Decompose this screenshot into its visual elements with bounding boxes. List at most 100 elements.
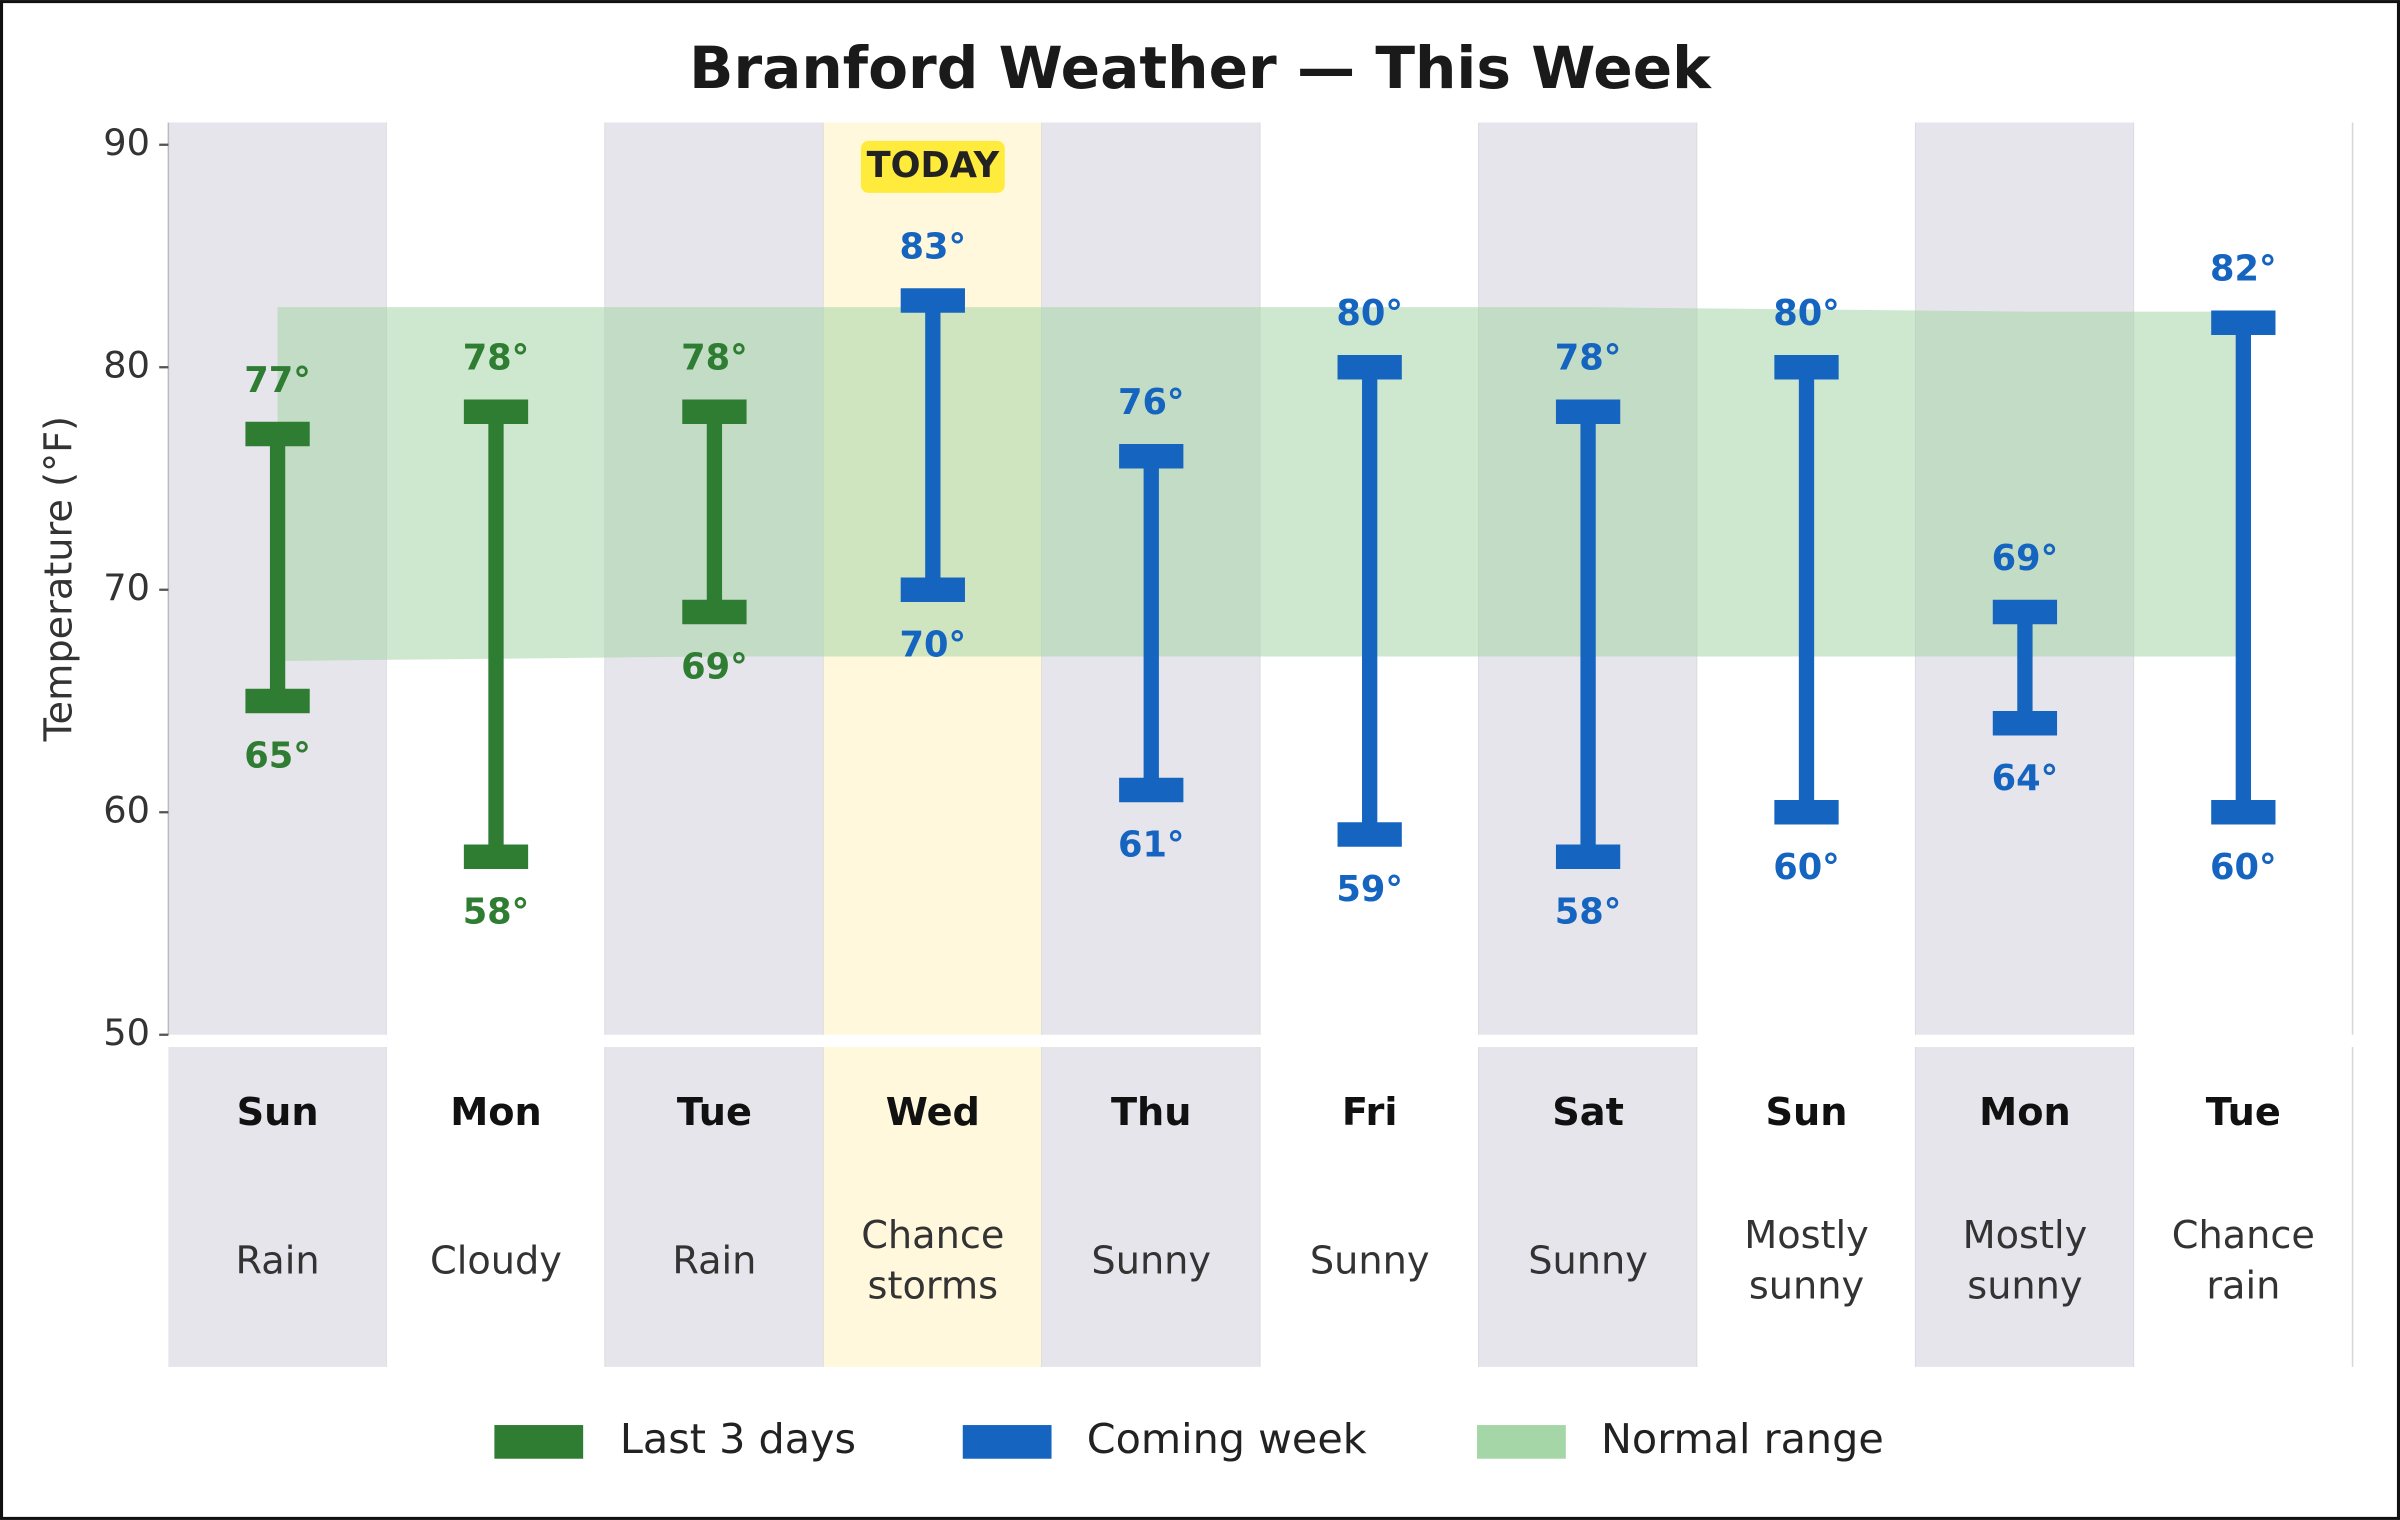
today-badge bbox=[860, 140, 1005, 193]
high-label: 80° bbox=[1773, 293, 1840, 334]
low-cap bbox=[2211, 800, 2276, 825]
high-label: 78° bbox=[1555, 338, 1622, 379]
column-bg bbox=[168, 1046, 387, 1367]
high-cap bbox=[900, 288, 965, 313]
day-name: Sat bbox=[1552, 1090, 1624, 1135]
low-cap bbox=[245, 688, 310, 714]
high-label: 78° bbox=[463, 338, 530, 379]
range-stem bbox=[1362, 367, 1378, 835]
range-stem bbox=[706, 411, 723, 612]
day-name: Wed bbox=[886, 1090, 980, 1135]
condition-line: sunny bbox=[1967, 1263, 2082, 1308]
legend-label: Coming week bbox=[1087, 1415, 1367, 1463]
condition: Mostly sunny bbox=[1744, 1212, 1869, 1308]
high-cap bbox=[1774, 355, 1839, 380]
low-label: 65° bbox=[244, 736, 311, 777]
low-label: 70° bbox=[900, 624, 967, 665]
high-label: 80° bbox=[1336, 293, 1403, 334]
condition: Chance storms bbox=[861, 1212, 1004, 1308]
legend-swatch bbox=[494, 1425, 584, 1459]
low-cap bbox=[1774, 800, 1839, 825]
normal-range bbox=[277, 307, 2244, 661]
column-bg bbox=[1915, 1046, 2135, 1367]
low-cap bbox=[1119, 777, 1184, 803]
range-stem bbox=[488, 411, 504, 857]
low-cap bbox=[900, 577, 965, 602]
high-label: 82° bbox=[2210, 249, 2277, 290]
day-name: Mon bbox=[1979, 1090, 2071, 1135]
low-label: 58° bbox=[463, 891, 530, 932]
high-cap bbox=[1119, 444, 1184, 469]
y-tick-label: 50 bbox=[103, 1011, 150, 1054]
range-stem bbox=[2017, 611, 2033, 724]
day-name: Sun bbox=[237, 1090, 319, 1135]
y-tick-label: 60 bbox=[103, 789, 150, 832]
condition: Sunny bbox=[1091, 1238, 1211, 1283]
low-label: 60° bbox=[1773, 847, 1840, 888]
range-stem bbox=[1580, 411, 1596, 857]
low-label: 69° bbox=[681, 647, 748, 688]
y-tick-label: 90 bbox=[103, 121, 150, 164]
high-label: 78° bbox=[681, 338, 748, 379]
day-name: Sun bbox=[1765, 1090, 1847, 1135]
condition-line: Chance bbox=[861, 1212, 1004, 1257]
range-stem bbox=[269, 433, 286, 701]
condition: Rain bbox=[672, 1238, 756, 1283]
column-bg bbox=[1478, 1046, 1698, 1367]
low-label: 58° bbox=[1555, 891, 1622, 932]
condition: Cloudy bbox=[430, 1238, 562, 1283]
condition-line: Mostly bbox=[1963, 1212, 2088, 1257]
y-axis-label: Temperature (°F) bbox=[37, 416, 82, 742]
day-name: Thu bbox=[1111, 1090, 1192, 1135]
column-bg bbox=[605, 1046, 824, 1367]
high-label: 77° bbox=[244, 360, 311, 401]
column-bg bbox=[1042, 1046, 1261, 1367]
condition-line: storms bbox=[868, 1263, 999, 1308]
range-stem bbox=[1798, 367, 1815, 813]
column-bg bbox=[2134, 1046, 2353, 1367]
low-cap bbox=[682, 599, 747, 625]
high-label: 69° bbox=[1992, 538, 2059, 579]
high-cap bbox=[245, 421, 310, 447]
range-stem bbox=[2235, 322, 2251, 813]
condition: Sunny bbox=[1528, 1238, 1648, 1283]
legend-swatch bbox=[1477, 1425, 1566, 1459]
day-name: Tue bbox=[2206, 1090, 2281, 1135]
column-bg bbox=[823, 1046, 1043, 1367]
low-cap bbox=[463, 844, 529, 869]
legend-label: Normal range bbox=[1601, 1415, 1884, 1463]
low-label: 59° bbox=[1336, 869, 1403, 910]
low-label: 64° bbox=[1992, 758, 2059, 799]
condition-line: rain bbox=[2206, 1263, 2280, 1308]
column-bg bbox=[1260, 1046, 1479, 1367]
high-cap bbox=[682, 399, 747, 424]
condition-line: Mostly bbox=[1744, 1212, 1869, 1257]
low-label: 61° bbox=[1118, 825, 1185, 866]
low-label: 60° bbox=[2210, 847, 2277, 888]
legend-swatch bbox=[962, 1425, 1052, 1459]
range-stem bbox=[1143, 456, 1159, 790]
condition-line: sunny bbox=[1749, 1263, 1864, 1308]
high-label: 83° bbox=[900, 226, 967, 267]
condition-line: Chance bbox=[2172, 1212, 2315, 1257]
high-cap bbox=[463, 399, 529, 424]
day-name: Tue bbox=[677, 1090, 752, 1135]
legend-label: Last 3 days bbox=[620, 1415, 856, 1463]
chart-title: Branford Weather — This Week bbox=[689, 34, 1712, 102]
day-name: Fri bbox=[1342, 1090, 1398, 1135]
high-cap bbox=[1992, 599, 2058, 625]
high-cap bbox=[1555, 399, 1621, 424]
today-label: TODAY bbox=[867, 145, 1000, 186]
condition: Rain bbox=[236, 1238, 320, 1283]
column-bg bbox=[1697, 1046, 1916, 1367]
high-label: 76° bbox=[1118, 382, 1185, 423]
low-cap bbox=[1992, 711, 2058, 736]
column-bg bbox=[386, 1046, 606, 1367]
condition: Chance rain bbox=[2172, 1212, 2315, 1308]
range-stem bbox=[925, 300, 941, 590]
high-cap bbox=[1337, 355, 1402, 380]
y-tick-label: 70 bbox=[103, 566, 150, 609]
y-tick-label: 80 bbox=[103, 344, 150, 387]
